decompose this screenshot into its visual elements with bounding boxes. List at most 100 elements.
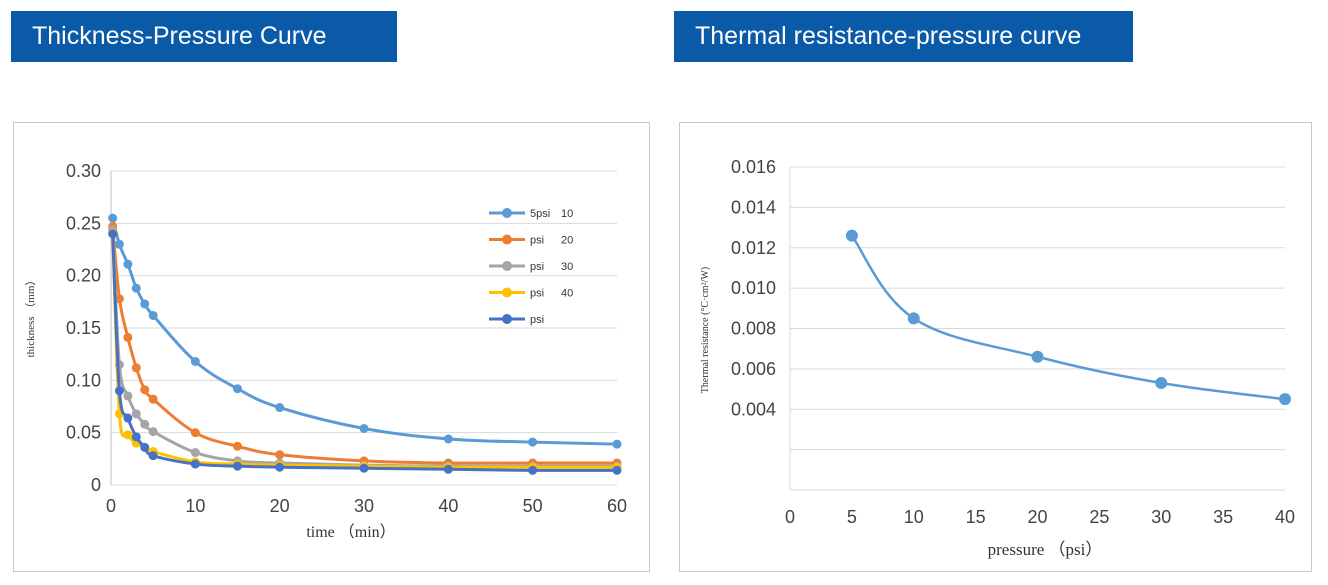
series-point-5 xyxy=(359,463,369,473)
series-point-1 xyxy=(275,403,285,413)
legend-marker-1 xyxy=(502,208,512,218)
legend-label-1: 5psi xyxy=(530,208,550,220)
legend-marker-3 xyxy=(502,261,512,271)
series-point-5 xyxy=(148,451,158,461)
series-point-5 xyxy=(140,442,150,452)
series-point-5 xyxy=(108,229,118,239)
x-axis-title: pressure （psi） xyxy=(988,540,1103,559)
chart-title-left: Thickness-Pressure Curve xyxy=(32,22,327,50)
series-point-2 xyxy=(123,332,133,342)
thermal-chart: 0.004 0.006 0.008 0.010 0.012 0.014 0.016 0 5 10 1… xyxy=(700,157,1295,559)
series-point-4 xyxy=(123,430,133,440)
series-point-1 xyxy=(131,283,141,293)
y-tick-label: 0.012 xyxy=(731,238,776,258)
thermal-point xyxy=(1279,393,1291,406)
x-tick-label: 50 xyxy=(523,496,543,516)
series-point-3 xyxy=(140,419,150,429)
series-point-5 xyxy=(114,386,124,396)
legend-marker-4 xyxy=(502,287,512,298)
series-point-2 xyxy=(148,394,158,404)
series-point-5 xyxy=(190,459,200,469)
legend-label-2: psi xyxy=(530,235,544,247)
series-point-1 xyxy=(190,356,200,366)
series-point-5 xyxy=(612,465,622,475)
x-tick-label: 0 xyxy=(106,496,116,516)
legend-value-4: 40 xyxy=(561,288,573,300)
thermal-point xyxy=(1155,377,1168,390)
legend-marker-2 xyxy=(502,234,512,245)
series-point-5 xyxy=(233,461,242,471)
x-tick-label: 10 xyxy=(904,507,924,527)
series-point-5 xyxy=(131,432,141,442)
x-tick-label: 0 xyxy=(785,507,795,527)
y-tick-label: 0 xyxy=(91,475,101,495)
series-point-1 xyxy=(359,423,369,433)
y-tick-label: 0.016 xyxy=(731,157,776,177)
y-tick-label: 0.10 xyxy=(66,370,101,390)
x-tick-label: 30 xyxy=(1151,507,1171,527)
series-point-3 xyxy=(123,391,133,401)
y-tick-label: 0.15 xyxy=(66,318,101,338)
legend-value-2: 20 xyxy=(561,235,573,247)
thickness-chart: 0 0.05 0.10 0.15 0.20 0.25 0.30 0 10 20 30 40 50 60 ti… xyxy=(24,161,627,541)
series-point-3 xyxy=(131,409,141,419)
x-tick-label: 40 xyxy=(1275,507,1295,527)
series-point-5 xyxy=(123,413,133,423)
x-tick-label: 5 xyxy=(847,507,857,527)
y-tick-label: 0.010 xyxy=(731,278,776,298)
chart-title-right: Thermal resistance-pressure curve xyxy=(695,22,1082,50)
y-axis-title: Thermal resistance (°C·cm²/W) xyxy=(700,267,711,393)
series-point-5 xyxy=(275,462,285,472)
x-tick-label: 10 xyxy=(185,496,205,516)
x-tick-label: 30 xyxy=(354,496,374,516)
series-point-2 xyxy=(233,441,242,451)
y-tick-label: 0.014 xyxy=(731,197,776,217)
chart-title-banner-left: Thickness-Pressure Curve xyxy=(11,11,397,62)
x-tick-label: 25 xyxy=(1089,507,1109,527)
x-tick-label: 40 xyxy=(438,496,458,516)
series-point-1 xyxy=(140,299,150,309)
series-point-1 xyxy=(528,437,538,447)
x-tick-label: 20 xyxy=(1027,507,1047,527)
series-point-5 xyxy=(528,465,538,475)
x-tick-label: 15 xyxy=(966,507,986,527)
series-point-2 xyxy=(190,428,200,438)
y-tick-label: 0.25 xyxy=(66,213,101,233)
series-point-2 xyxy=(275,450,285,460)
y-axis-title: thickness （mm） xyxy=(24,275,37,358)
series-point-3 xyxy=(148,427,158,437)
series-point-2 xyxy=(131,363,141,373)
legend-label-5: psi xyxy=(530,314,544,326)
y-tick-label: 0.05 xyxy=(66,423,101,443)
y-tick-label: 0.20 xyxy=(66,266,101,286)
series-point-1 xyxy=(148,310,158,320)
series-point-1 xyxy=(612,439,622,449)
y-tick-label: 0.004 xyxy=(731,399,776,419)
x-tick-label: 60 xyxy=(607,496,627,516)
legend-label-3: psi xyxy=(530,261,544,273)
legend-marker-5 xyxy=(502,314,512,324)
y-tick-label: 0.006 xyxy=(731,359,776,379)
chart-title-banner-right: Thermal resistance-pressure curve xyxy=(674,11,1133,62)
thermal-point xyxy=(907,312,920,325)
x-tick-label: 35 xyxy=(1213,507,1233,527)
thermal-point xyxy=(845,229,858,242)
series-point-2 xyxy=(140,385,150,395)
thermal-point xyxy=(1031,350,1044,363)
series-point-1 xyxy=(114,239,124,249)
series-point-1 xyxy=(233,384,242,394)
y-tick-label: 0.008 xyxy=(731,319,776,339)
legend-label-4: psi xyxy=(530,288,544,300)
series-point-3 xyxy=(190,448,200,458)
series-point-5 xyxy=(443,464,453,474)
x-tick-label: 20 xyxy=(270,496,290,516)
y-tick-label: 0.30 xyxy=(66,161,101,181)
series-point-1 xyxy=(108,213,118,223)
series-line-1 xyxy=(111,217,618,446)
legend-value-3: 30 xyxy=(561,261,573,273)
legend-value-1: 10 xyxy=(561,208,573,220)
x-axis-title: time （min） xyxy=(306,523,395,541)
series-point-1 xyxy=(443,434,453,444)
series-point-1 xyxy=(123,259,133,269)
